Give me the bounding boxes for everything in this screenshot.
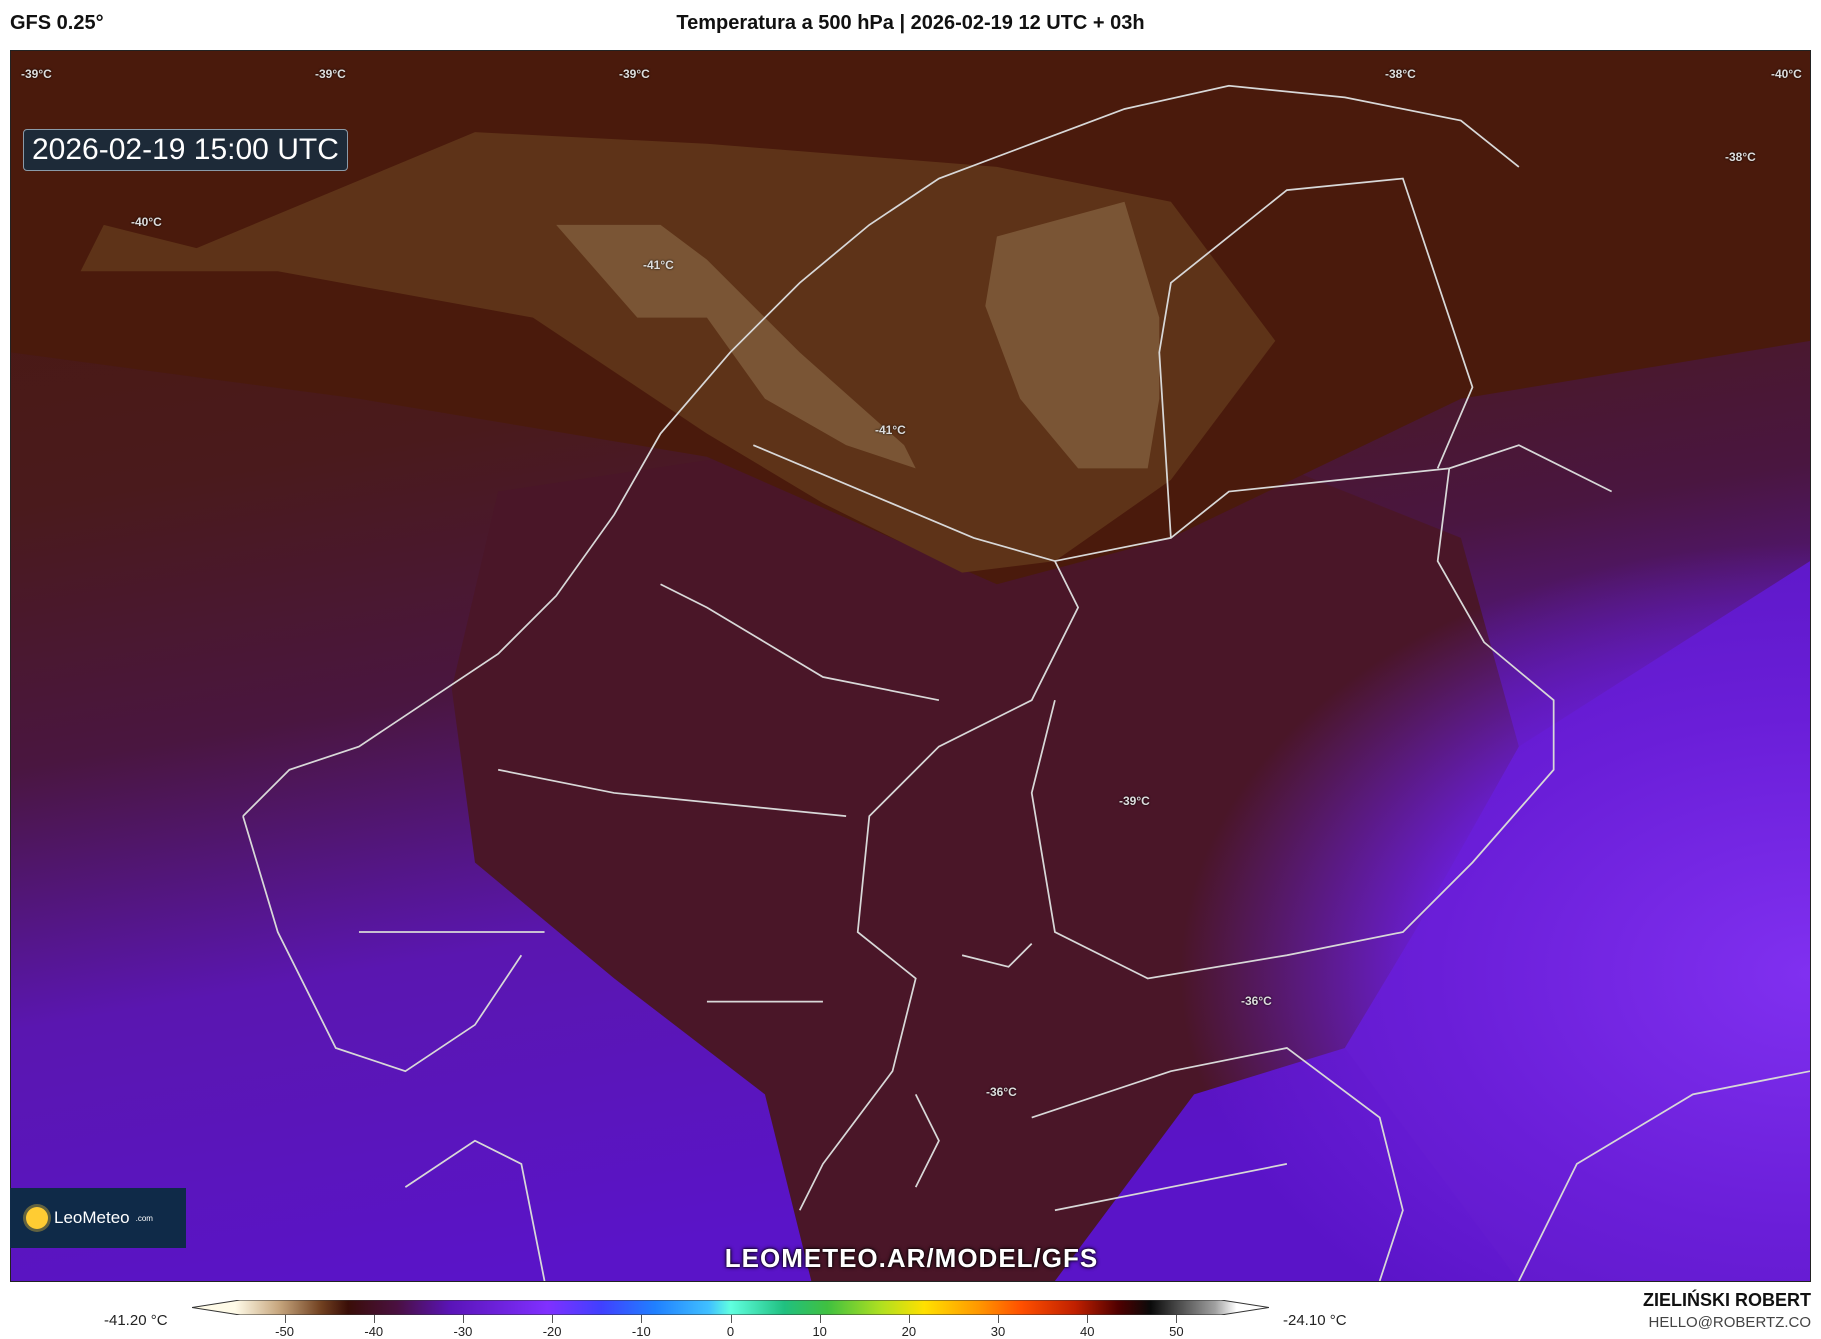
colorbar-tick-mark	[373, 1315, 375, 1323]
sun-icon	[26, 1207, 48, 1229]
colorbar-tick-label: 10	[812, 1324, 827, 1339]
contour-label: -36°C	[986, 1085, 1017, 1099]
contour-label: -41°C	[643, 258, 674, 272]
valid-time-label: 2026-02-19 15:00 UTC	[23, 129, 348, 171]
colorbar-tick-mark	[819, 1315, 821, 1323]
temperature-map[interactable]: 2026-02-19 15:00 UTC -39°C -39°C -39°C -…	[10, 50, 1811, 1282]
colorbar-tick-label: -40	[364, 1324, 384, 1339]
colorbar-tick-label: -10	[631, 1324, 651, 1339]
leometeo-logo[interactable]: LeoMeteo .com	[10, 1188, 186, 1248]
watermark-url: LEOMETEO.AR/MODEL/GFS	[724, 1243, 1099, 1273]
field-max-label: -24.10 °C	[1283, 1312, 1347, 1329]
logo-text: LeoMeteo	[54, 1208, 130, 1227]
author-name: ZIELIŃSKI ROBERT	[1642, 1290, 1811, 1310]
contour-label: -39°C	[315, 67, 346, 81]
contour-label: -38°C	[1725, 150, 1756, 164]
colorbar-gradient	[192, 1300, 1269, 1315]
colorbar-tick-mark	[1087, 1315, 1089, 1323]
logo-suffix: .com	[135, 1213, 153, 1223]
contour-label: -39°C	[21, 67, 52, 81]
contour-label: -41°C	[875, 423, 906, 437]
colorbar-tick-label: 20	[901, 1324, 917, 1339]
contour-label: -36°C	[1241, 994, 1272, 1008]
colorbar-tick-label: 50	[1169, 1324, 1184, 1339]
borders-and-coastlines	[242, 84, 1810, 1281]
colorbar-tick-label: -30	[453, 1324, 473, 1339]
minus-41-area	[556, 201, 1160, 469]
minus-40-area	[80, 132, 1276, 573]
author-email: HELLO@ROBERTZ.CO	[1648, 1314, 1811, 1331]
contour-label: -39°C	[1119, 794, 1150, 808]
colorbar-tick-label: 30	[990, 1324, 1006, 1339]
colorbar-tick-mark	[552, 1315, 554, 1323]
contour-label: -40°C	[131, 215, 162, 229]
colorbar-tick-mark	[284, 1315, 286, 1323]
field-min-label: -41.20 °C	[104, 1312, 168, 1329]
model-name: GFS 0.25°	[10, 12, 104, 34]
contour-label: -38°C	[1385, 67, 1416, 81]
colorbar-tick-mark	[730, 1315, 732, 1323]
chart-title: Temperatura a 500 hPa | 2026-02-19 12 UT…	[676, 12, 1145, 34]
colorbar-tick-mark	[908, 1315, 910, 1323]
colorbar-tick-label: -50	[275, 1324, 294, 1339]
map-field	[11, 51, 1810, 1281]
contour-label: -39°C	[619, 67, 650, 81]
colorbar-tick-mark	[998, 1315, 1000, 1323]
colorbar-tick-label: 40	[1079, 1324, 1095, 1339]
colorbar-tick-label: 0	[726, 1324, 735, 1339]
colorbar-tick-mark	[462, 1315, 464, 1323]
colorbar	[192, 1300, 1269, 1315]
colorbar-tick-mark	[1176, 1315, 1178, 1323]
contour-label: -40°C	[1771, 67, 1802, 81]
colorbar-tick-label: -20	[542, 1324, 562, 1339]
colorbar-tick-mark	[641, 1315, 643, 1323]
